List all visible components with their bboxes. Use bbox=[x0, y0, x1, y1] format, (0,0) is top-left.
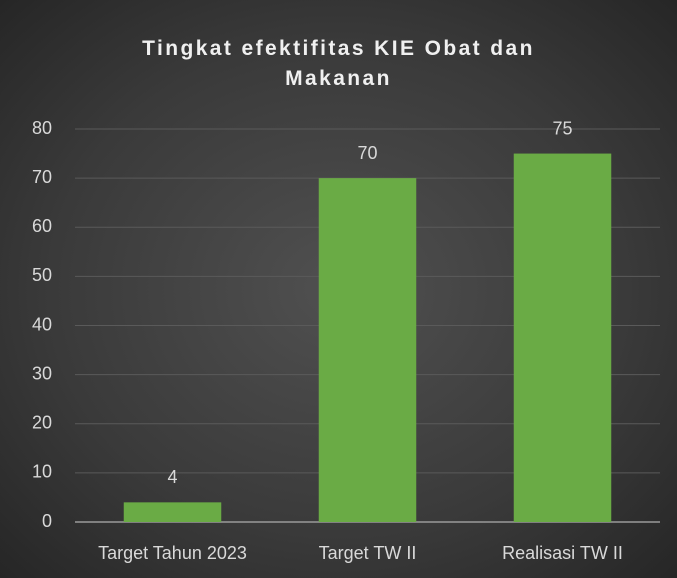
y-tick-label: 80 bbox=[32, 118, 52, 138]
y-tick-label: 40 bbox=[32, 314, 52, 334]
y-tick-label: 50 bbox=[32, 265, 52, 285]
bar bbox=[513, 153, 612, 522]
y-tick-label: 30 bbox=[32, 363, 52, 383]
data-label: 4 bbox=[167, 467, 177, 487]
x-tick-label: Realisasi TW II bbox=[502, 543, 623, 563]
y-tick-label: 20 bbox=[32, 413, 52, 433]
data-label: 70 bbox=[357, 143, 377, 163]
chart-title: Tingkat efektifitas KIE Obat dan Makanan bbox=[142, 37, 535, 90]
data-label: 75 bbox=[552, 118, 572, 138]
bar bbox=[318, 178, 417, 522]
x-tick-label: Target TW II bbox=[319, 543, 417, 563]
y-tick-label: 10 bbox=[32, 462, 52, 482]
y-tick-label: 70 bbox=[32, 167, 52, 187]
x-tick-label: Target Tahun 2023 bbox=[98, 543, 247, 563]
bar bbox=[123, 502, 222, 522]
y-tick-label: 0 bbox=[42, 511, 52, 531]
y-tick-label: 60 bbox=[32, 216, 52, 236]
